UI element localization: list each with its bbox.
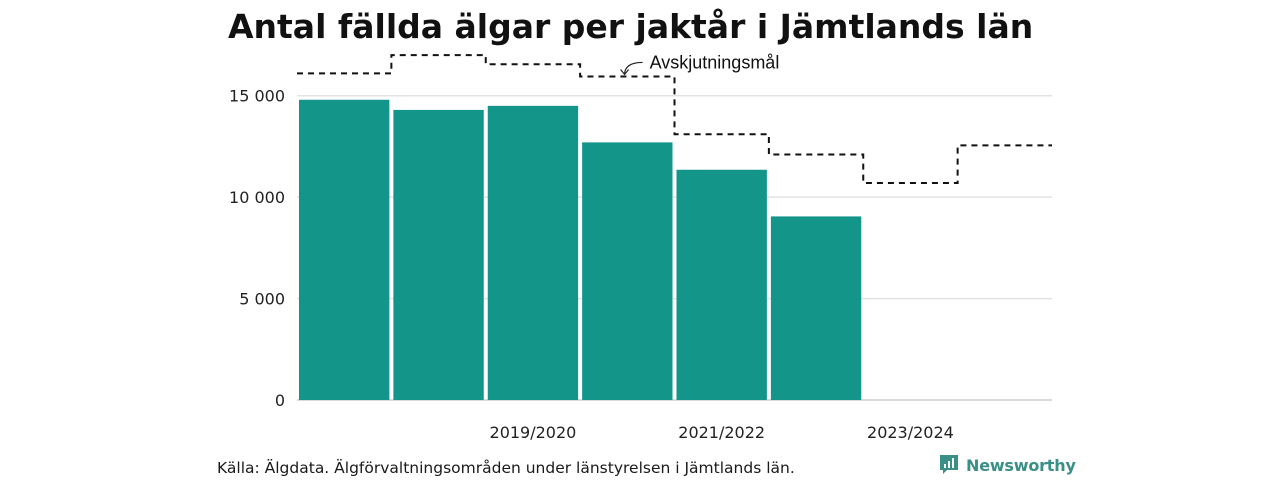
bar-2017-2018 xyxy=(299,99,390,401)
x-tick-label: 2019/2020 xyxy=(490,423,577,442)
bar-2022-2023 xyxy=(770,216,862,400)
bar-2021-2022 xyxy=(676,169,767,400)
y-tick-label: 10 000 xyxy=(229,188,285,207)
source-note: Källa: Älgdata. Älgförvaltningsområden u… xyxy=(217,459,795,477)
annotation-arrow xyxy=(623,61,643,74)
target-annotation: Avskjutningsmål xyxy=(620,52,780,76)
target-line xyxy=(297,54,1052,184)
y-axis-tick-labels: 0 5 000 10 000 15 000 xyxy=(229,87,285,410)
annotation-arrowhead xyxy=(620,69,630,76)
newsworthy-logo-icon xyxy=(940,455,958,474)
newsworthy-logo: Newsworthy xyxy=(939,454,1076,476)
chart-title: Antal fällda älgar per jaktår i Jämtland… xyxy=(228,7,1034,46)
target-step-line xyxy=(297,54,1052,184)
y-tick-label: 0 xyxy=(275,391,285,410)
bar-2018-2019 xyxy=(393,109,484,401)
bar-2019-2020 xyxy=(487,105,579,400)
x-tick-label: 2023/2024 xyxy=(867,423,954,442)
x-tick-label: 2021/2022 xyxy=(678,423,765,442)
bar-2020-2021 xyxy=(582,142,673,400)
x-axis-tick-labels: 2019/2020 2021/2022 2023/2024 xyxy=(490,423,954,442)
target-label: Avskjutningsmål xyxy=(650,52,780,72)
y-tick-label: 15 000 xyxy=(229,87,285,106)
y-tick-label: 5 000 xyxy=(239,290,285,309)
brand-name: Newsworthy xyxy=(966,455,1076,475)
bars xyxy=(299,99,862,401)
